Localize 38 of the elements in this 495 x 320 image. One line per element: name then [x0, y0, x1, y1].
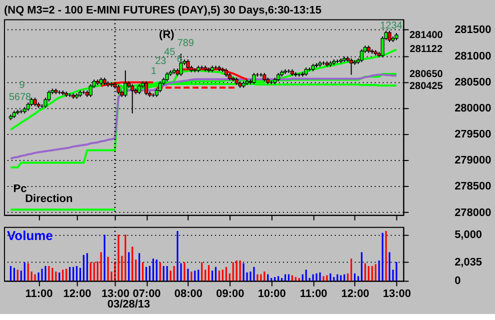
x-tick-label: 10:00	[258, 288, 286, 300]
x-tick-label: 07:00	[132, 288, 161, 300]
annotation: 45	[164, 47, 176, 58]
x-tick-label: 11:00	[300, 288, 328, 300]
x-tick-label: 12:00	[63, 288, 92, 300]
x-tick-label: 13:00	[101, 288, 130, 300]
annotation: 23	[155, 56, 167, 68]
y-tick-label: 280000	[454, 102, 492, 114]
y-tick-label: 2,035	[454, 256, 482, 268]
text: 280425	[410, 81, 444, 92]
y-tick-label: 5,000	[454, 229, 482, 242]
annotation: 1	[150, 66, 157, 78]
y-tick-label: 280500	[454, 76, 492, 88]
y-tick-label: 281000	[454, 50, 492, 62]
text: 281400	[410, 30, 444, 42]
annotation: Direction	[25, 192, 73, 205]
text: 280650	[410, 69, 444, 80]
x-tick-label: 13:00	[382, 288, 411, 300]
y-tick-label: 0	[454, 275, 461, 288]
y-tick-label: 281500	[454, 24, 492, 36]
x-tick-label: 09:00	[216, 288, 244, 300]
text: 03/28/13	[107, 298, 150, 311]
annotation: 789	[177, 38, 194, 50]
annotation: 9	[19, 80, 26, 92]
x-tick-label: 08:00	[174, 288, 202, 300]
annotation: 1234	[380, 20, 403, 32]
y-tick-label: 279000	[454, 154, 492, 167]
x-tick-label: 12:00	[341, 288, 370, 300]
chart-title: (NQ M3=2 - 100 E-MINI FUTURES (DAY),5) 30 Days,6:30-13:15	[4, 4, 322, 17]
x-tick-label: 11:00	[25, 288, 53, 300]
y-axis-title: Volume	[6, 228, 53, 243]
text: 281122	[410, 44, 443, 56]
y-tick-label: 279500	[454, 128, 492, 141]
y-tick-label: 278000	[454, 206, 492, 219]
y-tick-label: 278500	[454, 180, 492, 193]
annotation: 5678	[8, 92, 32, 104]
annotation: Pc	[13, 182, 27, 195]
annotation: (R)	[159, 29, 175, 42]
